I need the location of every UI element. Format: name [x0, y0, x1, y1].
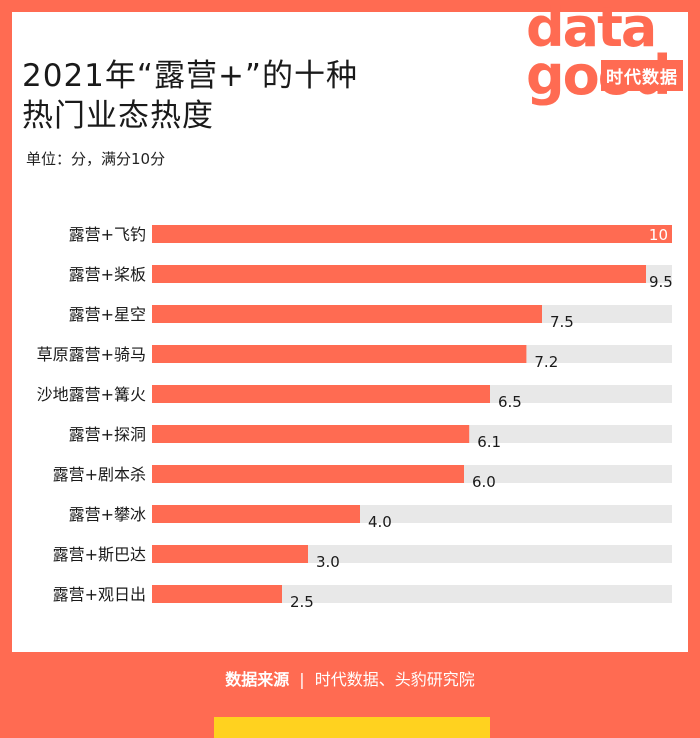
- value-label: 6.5: [498, 393, 522, 411]
- bar: [152, 585, 282, 603]
- value-label: 7.5: [550, 313, 574, 331]
- chart-subtitle: 单位：分，满分10分: [26, 150, 166, 168]
- category-label: 沙地露营+篝火: [37, 385, 146, 404]
- source-separator: |: [299, 670, 305, 689]
- bar: [152, 265, 646, 283]
- bar: [152, 425, 470, 443]
- value-label: 10: [649, 226, 668, 244]
- value-label: 4.0: [368, 513, 392, 531]
- category-label: 露营+星空: [69, 305, 146, 324]
- source-text: 时代数据、头豹研究院: [314, 670, 475, 689]
- value-label: 6.1: [477, 433, 501, 451]
- category-label: 露营+斯巴达: [53, 545, 146, 564]
- logo-badge: 时代数据: [601, 60, 683, 91]
- value-label: 3.0: [316, 553, 340, 571]
- bar: [152, 505, 360, 523]
- source-label: 数据来源: [225, 670, 290, 689]
- category-label: 露营+探洞: [69, 425, 146, 444]
- bar: [152, 545, 308, 563]
- value-label: 2.5: [290, 593, 314, 611]
- bar: [152, 305, 542, 323]
- value-label: 9.5: [649, 273, 673, 291]
- category-label: 露营+观日出: [53, 585, 146, 604]
- value-label: 7.2: [534, 353, 558, 371]
- category-label: 露营+桨板: [69, 265, 146, 284]
- source-footer: 数据来源 | 时代数据、头豹研究院: [0, 666, 700, 690]
- category-label: 露营+剧本杀: [53, 465, 146, 484]
- category-label: 草原露营+骑马: [37, 345, 146, 364]
- category-label: 露营+飞钓: [69, 225, 146, 244]
- bar: [152, 225, 672, 243]
- bar: [152, 465, 464, 483]
- footer-accent-stripe: [214, 717, 490, 738]
- bar: [152, 385, 490, 403]
- bar: [152, 345, 527, 363]
- category-label: 露营+攀冰: [69, 505, 146, 524]
- value-label: 6.0: [472, 473, 496, 491]
- chart-title: 2021年“露营+”的十种 热门业态热度: [22, 58, 358, 134]
